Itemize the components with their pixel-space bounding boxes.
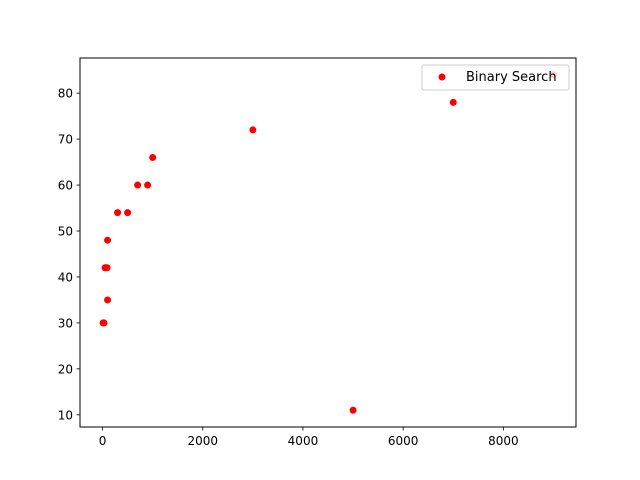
x-axis: 0 2000 4000 6000 8000 bbox=[99, 427, 519, 448]
x-tick-label: 0 bbox=[99, 434, 107, 448]
y-tick-label: 60 bbox=[58, 179, 73, 193]
data-point bbox=[114, 209, 122, 217]
data-point bbox=[104, 236, 112, 244]
x-tick-label: 8000 bbox=[488, 434, 519, 448]
legend-marker bbox=[438, 73, 446, 81]
y-tick-label: 50 bbox=[58, 225, 73, 239]
data-point bbox=[144, 181, 152, 189]
legend: Binary Search bbox=[421, 64, 570, 91]
x-tick-label: 6000 bbox=[388, 434, 419, 448]
data-point bbox=[104, 296, 112, 304]
legend-label: Binary Search bbox=[466, 70, 557, 85]
y-tick-label: 20 bbox=[58, 362, 73, 376]
data-point bbox=[124, 209, 132, 217]
legend-box bbox=[421, 64, 570, 91]
y-axis: 10 20 30 40 50 60 70 80 bbox=[58, 87, 80, 422]
plot-area-frame bbox=[79, 57, 577, 428]
y-tick-label: 40 bbox=[58, 270, 73, 284]
x-tick-label: 2000 bbox=[187, 434, 218, 448]
y-tick-label: 80 bbox=[58, 87, 73, 101]
data-point bbox=[449, 98, 457, 106]
data-point bbox=[349, 406, 357, 414]
x-tick-label: 4000 bbox=[288, 434, 319, 448]
data-point bbox=[100, 319, 108, 327]
data-point bbox=[103, 264, 111, 272]
y-tick-label: 10 bbox=[58, 408, 73, 422]
y-tick-label: 70 bbox=[58, 133, 73, 147]
y-tick-label: 30 bbox=[58, 316, 73, 330]
data-point bbox=[249, 126, 257, 134]
data-point bbox=[149, 153, 157, 161]
data-point bbox=[134, 181, 142, 189]
